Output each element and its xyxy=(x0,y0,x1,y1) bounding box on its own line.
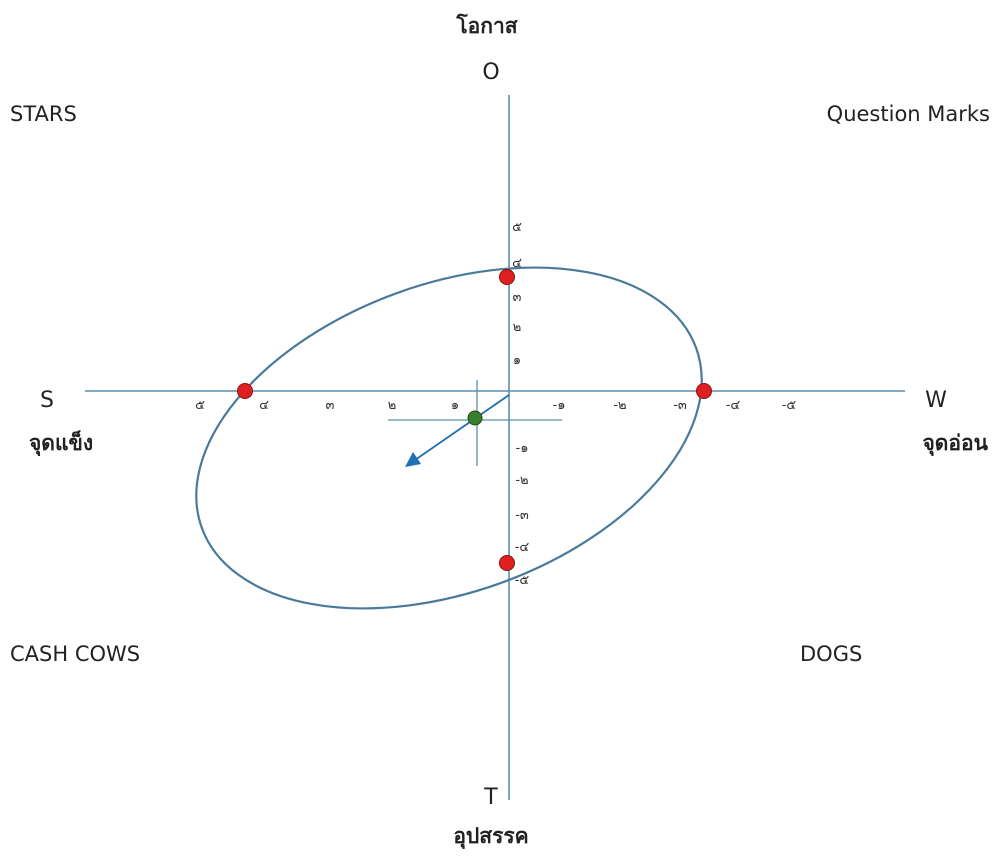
tick-left-3: ๓ xyxy=(326,398,335,413)
strategy-arrow-head xyxy=(405,452,421,467)
strategy-arrow-line xyxy=(414,394,510,461)
tick-right-2: -๒ xyxy=(613,398,626,413)
axis-letter-t: T xyxy=(483,785,498,810)
axis-label-weakness: จุดอ่อน xyxy=(922,431,988,457)
axis-letter-w: W xyxy=(925,388,947,413)
tick-up-3: ๓ xyxy=(513,290,522,305)
tick-down-1: -๑ xyxy=(516,441,529,456)
quadrant-label-dogs: DOGS xyxy=(800,642,862,666)
quadrant-label-stars: STARS xyxy=(10,102,77,126)
axis-label-strength: จุดแข็ง xyxy=(29,429,93,457)
tick-down-3: -๓ xyxy=(515,508,529,523)
tick-right-3: -๓ xyxy=(673,398,687,413)
red-point-right xyxy=(696,383,712,399)
tick-right-5: -๕ xyxy=(782,398,797,413)
axis-letter-s: S xyxy=(40,388,54,413)
tick-up-1: ๑ xyxy=(513,353,521,368)
tick-left-1: ๑ xyxy=(451,398,459,413)
axis-letter-o: O xyxy=(482,60,499,85)
tick-down-5: -๕ xyxy=(515,573,530,588)
red-point-left xyxy=(237,383,253,399)
tick-left-2: ๒ xyxy=(388,398,397,413)
tick-right-4: -๔ xyxy=(726,398,741,413)
strategy-ellipse xyxy=(195,266,703,610)
quadrant-label-cash-cows: CASH COWS xyxy=(10,642,140,666)
green-point xyxy=(467,410,483,426)
tick-left-5: ๕ xyxy=(195,398,205,413)
tick-right-1: -๑ xyxy=(553,398,566,413)
tick-down-2: -๒ xyxy=(515,473,528,488)
axis-label-threat: อุปสรรค xyxy=(453,824,528,850)
tick-down-4: -๔ xyxy=(515,540,530,555)
quadrant-label-question-marks: Question Marks xyxy=(827,102,990,126)
tick-up-4: ๔ xyxy=(512,256,522,271)
red-point-bottom xyxy=(499,555,515,571)
axis-label-opportunity: โอกาส xyxy=(455,13,517,38)
tick-up-5: ๕ xyxy=(512,220,522,235)
tick-up-2: ๒ xyxy=(513,320,522,335)
tick-left-4: ๔ xyxy=(259,398,269,413)
red-point-top xyxy=(499,269,515,285)
